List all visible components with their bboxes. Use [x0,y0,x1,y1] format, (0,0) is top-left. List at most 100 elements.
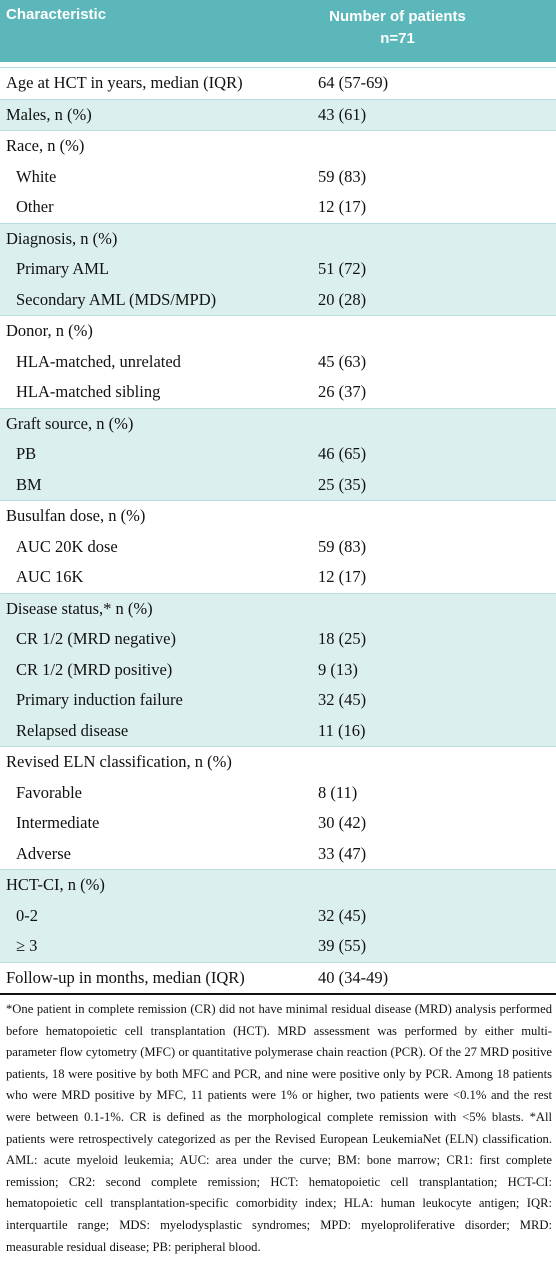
item-row: HLA-matched, unrelated 45 (63) [0,347,556,378]
row-label: Diagnosis, n (%) [6,228,118,248]
row-label: Age at HCT in years, median (IQR) [6,73,243,93]
footnote: *One patient in complete remission (CR) … [6,1002,552,1254]
row-value: 9 (13) [318,659,358,679]
row-value: 25 (35) [318,474,367,494]
row-value: 32 (45) [318,690,367,710]
header-characteristic: Characteristic [6,6,107,23]
row-value: 12 (17) [318,197,367,217]
row-label: HCT-CI, n (%) [6,875,105,895]
row-value: 43 (61) [318,104,367,124]
group-row: Busulfan dose, n (%) [0,501,556,532]
row-value: 20 (28) [318,289,367,309]
row-label: Males, n (%) [6,104,92,124]
row-label: CR 1/2 (MRD negative) [16,629,176,649]
item-row: CR 1/2 (MRD positive) 9 (13) [0,655,556,686]
row-label: AUC 20K dose [16,536,118,556]
row-label: Primary induction failure [16,690,183,710]
row-group: Race, n (%) White 59 (83) Other 12 (17) [0,130,556,223]
row-value: 30 (42) [318,813,367,833]
group-row: HCT-CI, n (%) [0,870,556,901]
table-rule [0,993,556,995]
row-label: ≥ 3 [16,936,38,956]
row-value: 40 (34-49) [318,967,389,987]
row-label: Other [16,197,54,217]
row-label: HLA-matched sibling [16,382,161,402]
row-label: CR 1/2 (MRD positive) [16,659,173,679]
row-group: Donor, n (%) HLA-matched, unrelated 45 (63… [0,315,556,408]
row-value: 12 (17) [318,567,367,587]
row-label: Donor, n (%) [6,321,93,341]
row-label: 0-2 [16,905,38,925]
item-row: Secondary AML (MDS/MPD) 20 (28) [0,285,556,316]
row-group: Diagnosis, n (%) Primary AML 51 (72) Second… [0,222,556,316]
item-row: Intermediate 30 (42) [0,808,556,839]
item-row: ≥ 3 39 (55) [0,931,556,962]
row-value: 45 (63) [318,351,367,371]
table-body: Age at HCT in years, median (IQR) 64 (57-… [0,67,556,993]
group-row: Race, n (%) [0,131,556,162]
row-label: Favorable [16,782,82,802]
row-group: Males, n (%) 43 (61) [0,98,556,131]
row-label: Follow-up in months, median (IQR) [6,967,245,987]
row-label: White [16,166,57,186]
item-row: Other 12 (17) [0,192,556,223]
item-row: Favorable 8 (11) [0,778,556,809]
row-value: 26 (37) [318,382,367,402]
item-row: CR 1/2 (MRD negative) 18 (25) [0,624,556,655]
row-label: Race, n (%) [6,136,85,156]
row-label: HLA-matched, unrelated [16,351,181,371]
row-value: 32 (45) [318,905,367,925]
group-row: Males, n (%) 43 (61) [0,100,556,131]
row-value: 59 (83) [318,166,367,186]
item-row: AUC 16K 12 (17) [0,562,556,593]
item-row: White 59 (83) [0,162,556,193]
row-label: BM [16,474,42,494]
item-row: AUC 20K dose 59 (83) [0,532,556,563]
row-value: 59 (83) [318,536,367,556]
row-group: HCT-CI, n (%) 0-2 32 (45) ≥ 3 39 (55) [0,869,556,962]
row-value: 33 (47) [318,843,367,863]
row-label: Primary AML [16,259,110,279]
group-row: Diagnosis, n (%) [0,224,556,255]
row-group: Follow-up in months, median (IQR) 40 (34-… [0,961,556,994]
row-value: 18 (25) [318,629,367,649]
row-label: Intermediate [16,813,100,833]
group-row: Follow-up in months, median (IQR) 40 (34-… [0,963,556,994]
group-row: Graft source, n (%) [0,409,556,440]
table-header: Characteristic Number of patients n=71 [0,0,556,62]
row-label: Revised ELN classification, n (%) [6,752,232,772]
row-label: Disease status,* n (%) [6,598,153,618]
header-patients-line: n=71 [380,30,415,47]
row-value: 39 (55) [318,936,367,956]
row-label: AUC 16K [16,567,84,587]
header-patients-line: Number of patients [329,8,466,25]
row-group: Age at HCT in years, median (IQR) 64 (57-… [0,67,556,99]
item-row: 0-2 32 (45) [0,901,556,932]
item-row: BM 25 (35) [0,470,556,501]
row-label: Relapsed disease [16,720,129,740]
row-value: 51 (72) [318,259,367,279]
item-row: PB 46 (65) [0,439,556,470]
row-label: Busulfan dose, n (%) [6,506,146,526]
item-row: Relapsed disease 11 (16) [0,716,556,747]
item-row: Adverse 33 (47) [0,839,556,870]
item-row: HLA-matched sibling 26 (37) [0,377,556,408]
group-row: Disease status,* n (%) [0,594,556,625]
item-row: Primary AML 51 (72) [0,254,556,285]
row-value: 64 (57-69) [318,73,389,93]
row-group: Revised ELN classification, n (%) Favorab… [0,746,556,869]
group-row: Revised ELN classification, n (%) [0,747,556,778]
row-group: Busulfan dose, n (%) AUC 20K dose 59 (83) A… [0,500,556,593]
item-row: Primary induction failure 32 (45) [0,685,556,716]
row-label: Secondary AML (MDS/MPD) [16,289,217,309]
row-value: 8 (11) [318,782,358,802]
group-row: Donor, n (%) [0,316,556,347]
row-value: 11 (16) [318,720,366,740]
group-row: Age at HCT in years, median (IQR) 64 (57-… [0,68,556,99]
row-group: Disease status,* n (%) CR 1/2 (MRD negati… [0,592,556,747]
row-group: Graft source, n (%) PB 46 (65) BM 25 (35) [0,407,556,501]
header-patients: Number of patients n=71 [300,6,495,50]
row-label: Graft source, n (%) [6,413,134,433]
row-label: PB [16,444,37,464]
